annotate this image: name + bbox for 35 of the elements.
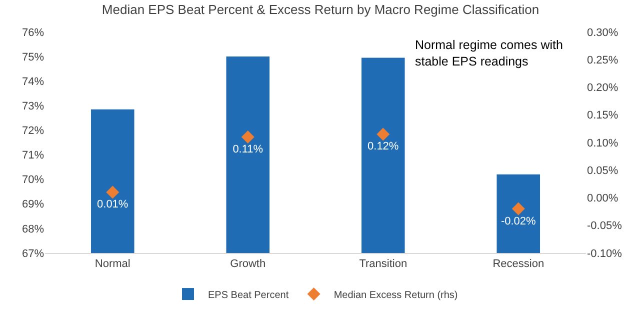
- y2-tick-label: 0.00%: [587, 192, 618, 205]
- data-label: 0.01%: [97, 198, 128, 211]
- y-tick-label: 72%: [22, 125, 44, 138]
- y-tick-label: 74%: [22, 76, 44, 88]
- x-tick-label: Normal: [94, 258, 130, 270]
- y2-tick-label: -0.10%: [587, 248, 622, 260]
- y2-tick-label: 0.20%: [587, 82, 618, 94]
- y-tick-label: 70%: [22, 174, 44, 186]
- data-label: 0.11%: [232, 143, 264, 156]
- point: [376, 128, 390, 141]
- chart-title: Median EPS Beat Percent & Excess Return by Macro Regime Classification: [102, 2, 540, 17]
- y2-tick-label: 0.15%: [587, 110, 618, 122]
- data-label: -0.02%: [500, 215, 536, 228]
- point: [241, 130, 254, 144]
- x-tick-label: Transition: [359, 258, 408, 270]
- y-tick-label: 71%: [22, 150, 44, 162]
- x-tick-label: Recession: [492, 258, 544, 270]
- y2-tick-label: -0.05%: [587, 220, 622, 232]
- y2-tick-label: 0.05%: [587, 164, 618, 177]
- legend-label: Median Excess Return (rhs): [334, 290, 458, 301]
- y-tick-label: 67%: [22, 248, 44, 260]
- y-tick-label: 75%: [22, 51, 44, 64]
- y-tick-label: 76%: [22, 26, 44, 39]
- data-label: 0.12%: [368, 140, 399, 153]
- y2-tick-label: 0.10%: [587, 137, 618, 150]
- legend-label: EPS Beat Percent: [208, 290, 289, 301]
- x-tick-label: Growth: [230, 258, 266, 270]
- point: [106, 186, 120, 199]
- annotation: Normal regime comes with stable EPS readings: [415, 38, 564, 68]
- y2-tick-label: 0.30%: [587, 26, 618, 39]
- y-tick-label: 68%: [22, 223, 44, 236]
- y2-tick-label: 0.25%: [587, 54, 618, 66]
- point: [512, 202, 525, 216]
- y-tick-label: 73%: [22, 100, 44, 113]
- y-tick-label: 69%: [22, 198, 44, 211]
